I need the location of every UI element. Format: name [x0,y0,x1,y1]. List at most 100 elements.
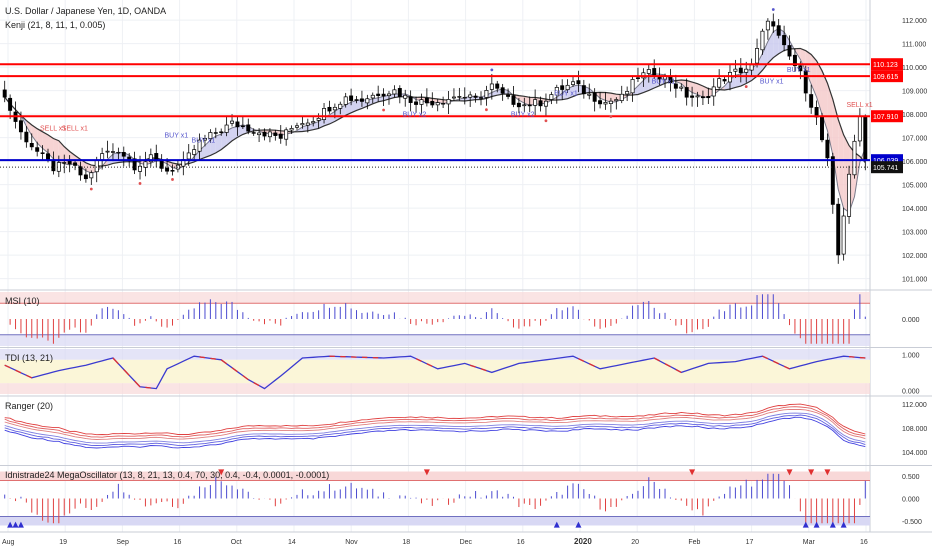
candle[interactable] [268,132,271,137]
candle[interactable] [788,46,791,57]
candle[interactable] [295,126,298,128]
candle[interactable] [593,93,596,102]
candle[interactable] [409,97,412,103]
candle[interactable] [301,124,304,125]
candle[interactable] [452,97,455,98]
candle[interactable] [701,97,704,98]
candle[interactable] [804,71,807,93]
candle[interactable] [810,95,813,108]
candle[interactable] [431,101,434,105]
signal-label-buy[interactable]: BUY x1 [787,67,811,74]
candle[interactable] [826,140,829,158]
candle[interactable] [485,90,488,97]
candle[interactable] [474,96,477,97]
candle[interactable] [441,103,444,104]
candle[interactable] [685,87,688,97]
candle[interactable] [496,84,499,88]
candle[interactable] [312,122,315,123]
candle[interactable] [680,87,683,88]
candle[interactable] [30,143,33,146]
candle[interactable] [609,101,612,103]
candle[interactable] [366,99,369,103]
candle[interactable] [333,107,336,110]
candle[interactable] [187,153,190,159]
candle[interactable] [165,168,168,171]
candle[interactable] [858,116,861,141]
candle[interactable] [853,141,856,175]
candle[interactable] [512,96,515,105]
candle[interactable] [3,90,6,97]
candle[interactable] [36,148,39,152]
candle[interactable] [425,98,428,103]
candle[interactable] [458,96,461,97]
candle[interactable] [745,69,748,72]
candle[interactable] [111,152,114,153]
candle[interactable] [73,163,76,166]
candle[interactable] [290,128,293,130]
candle[interactable] [225,125,228,132]
candle[interactable] [349,96,352,101]
candle[interactable] [360,99,363,102]
candle[interactable] [247,125,250,131]
candle[interactable] [469,95,472,97]
candle[interactable] [777,26,780,36]
candle[interactable] [707,96,710,97]
candle[interactable] [772,22,775,26]
candle[interactable] [84,175,87,179]
candle[interactable] [25,132,28,142]
candle[interactable] [728,72,731,82]
candle[interactable] [420,100,423,105]
candle[interactable] [46,154,49,160]
signal-label-sell[interactable]: SELL x1 [62,126,88,133]
candle[interactable] [653,68,656,75]
candle[interactable] [306,123,309,125]
candle[interactable] [117,152,120,153]
candle[interactable] [414,102,417,105]
candle[interactable] [322,108,325,119]
candle[interactable] [561,86,564,90]
candle[interactable] [571,82,574,85]
candle[interactable] [517,103,520,107]
candle[interactable] [528,105,531,106]
candle[interactable] [317,118,320,120]
candle[interactable] [79,167,82,175]
signal-label-sell[interactable]: SELL x1 [846,102,872,109]
ranger-panel[interactable] [5,404,866,448]
candle[interactable] [782,35,785,44]
candle[interactable] [68,161,71,164]
candle[interactable] [577,81,580,84]
candle[interactable] [122,152,125,156]
candle[interactable] [393,90,396,94]
candle[interactable] [447,99,450,103]
candle[interactable] [588,94,591,95]
candle[interactable] [761,31,764,50]
signal-label-buy[interactable]: BUY x1 [192,137,216,144]
signal-label-buy[interactable]: BUY x1 [164,133,188,140]
candle[interactable] [19,121,22,132]
candle[interactable] [506,95,509,97]
candle[interactable] [230,121,233,123]
candle[interactable] [566,85,569,89]
tdi-panel[interactable] [0,349,870,394]
msi-panel[interactable] [0,292,870,346]
candle[interactable] [52,160,55,171]
candle[interactable] [144,162,147,168]
candle[interactable] [820,116,823,140]
candle[interactable] [739,68,742,73]
price-axis[interactable]: 101.000102.000103.000104.000105.000106.0… [871,18,927,526]
candle[interactable] [41,153,44,154]
candle[interactable] [328,107,331,111]
candle[interactable] [598,101,601,104]
candle[interactable] [647,69,650,73]
candle[interactable] [847,174,850,216]
candle[interactable] [544,101,547,106]
candle[interactable] [864,117,867,160]
candle[interactable] [285,130,288,139]
candle[interactable] [371,95,374,98]
candle[interactable] [626,91,629,94]
candle[interactable] [463,97,466,98]
